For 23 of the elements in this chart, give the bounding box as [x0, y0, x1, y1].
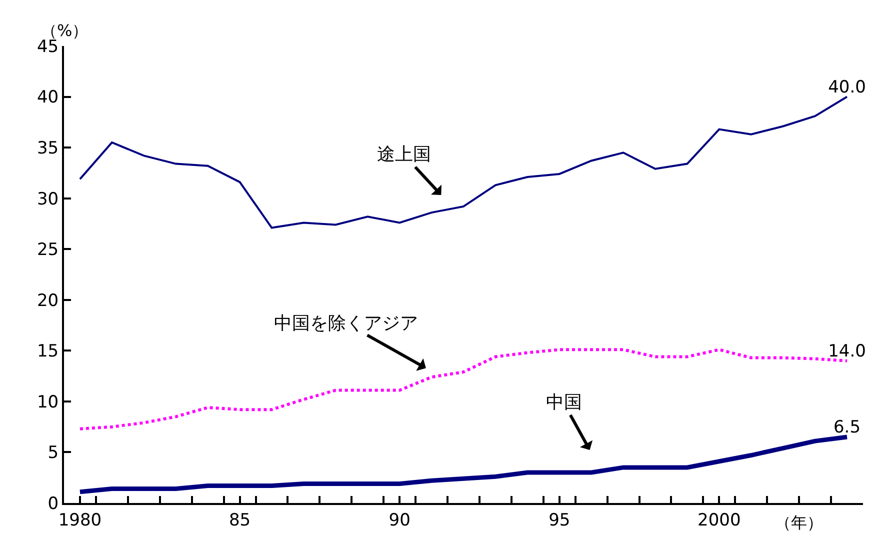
x-tick-label: 85 — [228, 510, 251, 530]
y-tick-label: 15 — [36, 342, 59, 362]
data-label: 14.0 — [828, 342, 866, 362]
y-tick-label: 20 — [36, 290, 59, 311]
y-tick-label: 10 — [36, 392, 59, 412]
data-label: 40.0 — [828, 78, 866, 98]
y-tick-label: 30 — [36, 189, 59, 210]
x-axis-title: （年） — [775, 513, 823, 532]
x-tick-label: 95 — [548, 510, 570, 530]
annotation: 中国を除くアジア — [274, 313, 418, 334]
x-tick-label: 90 — [388, 510, 410, 530]
y-tick-label: 35 — [36, 138, 59, 159]
x-tick-label: 1980 — [58, 510, 102, 530]
y-tick-label: 40 — [36, 88, 59, 108]
y-tick-label: 25 — [36, 240, 59, 260]
data-label: 6.5 — [833, 418, 861, 438]
y-tick-label: 5 — [48, 443, 59, 464]
annotation: 中国 — [546, 392, 582, 413]
x-tick-label: 2000 — [698, 510, 741, 530]
y-tick-label: 0 — [48, 494, 59, 514]
annotation: 途上国 — [377, 144, 431, 165]
line-series — [78, 96, 848, 229]
line-series — [78, 434, 850, 494]
